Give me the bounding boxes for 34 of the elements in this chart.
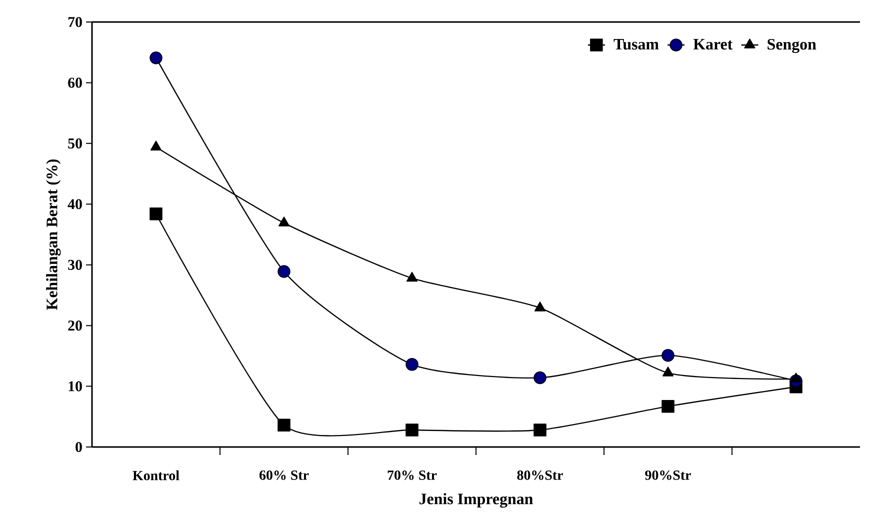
y-tick-label: 60 — [68, 78, 82, 88]
y-tick-label: 50 — [68, 138, 82, 148]
x-axis-title: Jenis Impregnan — [420, 493, 533, 508]
point — [406, 272, 418, 282]
point — [278, 265, 290, 278]
point — [790, 372, 802, 382]
legend-label: Karet — [693, 39, 733, 50]
x-tick-label: 60% Str — [259, 470, 309, 480]
point — [406, 424, 418, 436]
point — [662, 400, 674, 413]
x-tick-label: 90%Str — [645, 470, 691, 480]
y-axis-title: Kehilangan Berat (%) — [46, 159, 61, 310]
y-tick-label: 0 — [76, 442, 82, 452]
y-tick-label: 20 — [68, 320, 82, 331]
point — [150, 207, 162, 220]
x-tick-label: 80%Str — [517, 470, 563, 480]
point — [150, 51, 162, 64]
point — [406, 358, 418, 371]
y-tick-label: 10 — [68, 381, 82, 392]
x-tick-label: 70% Str — [388, 470, 437, 480]
y-tick-label: 30 — [68, 260, 82, 270]
x-tick-label: Kontrol — [132, 470, 180, 480]
point — [278, 216, 290, 226]
point — [662, 348, 674, 362]
point — [278, 418, 290, 432]
y-tick-label: 40 — [68, 199, 82, 210]
legend-label: Sengon — [768, 38, 816, 54]
y-tick-label: 70 — [68, 16, 82, 28]
point — [534, 371, 546, 384]
point — [150, 140, 162, 150]
point — [662, 366, 674, 376]
legend-label: Tusam — [614, 39, 659, 50]
point — [534, 302, 546, 312]
point — [534, 424, 546, 436]
